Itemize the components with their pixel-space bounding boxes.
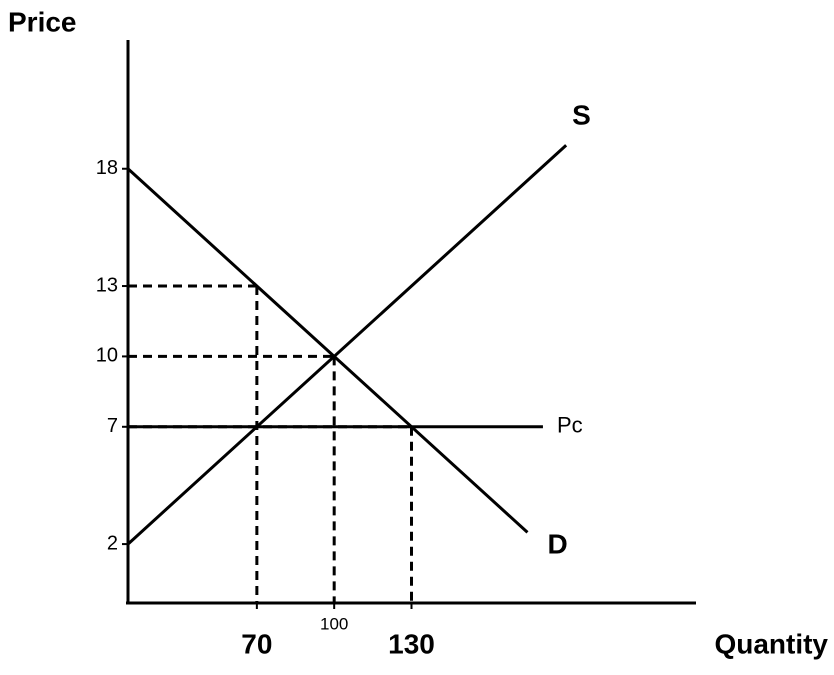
y-tick-label: 2: [107, 532, 118, 554]
y-tick-label: 10: [96, 345, 118, 367]
y-axis-title: Price: [8, 6, 77, 37]
x-tick-label: 100: [320, 614, 348, 633]
y-tick-label: 18: [96, 157, 118, 179]
curve: [126, 144, 568, 546]
curve-label: Pc: [557, 413, 583, 438]
y-tick-label: 13: [96, 274, 118, 296]
x-tick-label: 70: [241, 628, 272, 659]
curve-label: D: [547, 529, 567, 560]
x-axis-title: Quantity: [714, 628, 828, 659]
y-tick-label: 7: [107, 415, 118, 437]
x-tick-label: 130: [388, 628, 435, 659]
curve: [126, 167, 529, 534]
curve-label: S: [572, 100, 591, 131]
